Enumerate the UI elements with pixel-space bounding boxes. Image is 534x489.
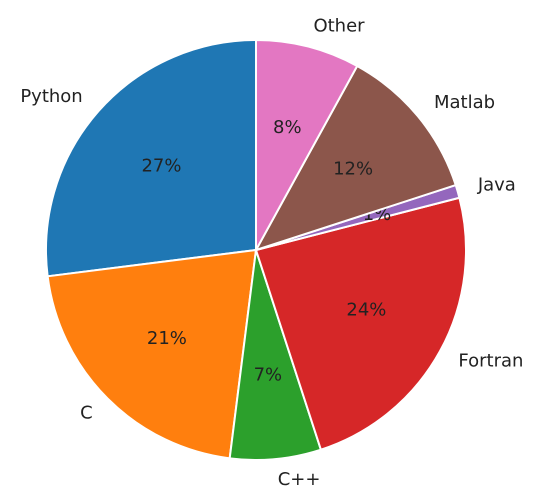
- pie-slice: [45, 39, 257, 278]
- percent-label: 7%: [254, 364, 283, 385]
- slice-label: Other: [313, 15, 365, 36]
- percent-label: 21%: [147, 328, 187, 349]
- slice-label: Fortran: [458, 350, 523, 371]
- percent-label: 24%: [346, 300, 386, 321]
- pie-slice: [255, 196, 467, 451]
- pie-slice: [46, 249, 257, 460]
- pie-slice: [255, 39, 359, 251]
- slice-label: Java: [477, 175, 516, 196]
- slice-label: Python: [20, 86, 82, 107]
- slice-label: C++: [278, 469, 321, 489]
- slice-label: C: [80, 402, 93, 423]
- percent-label: 12%: [333, 159, 373, 180]
- percent-label: 27%: [141, 156, 181, 177]
- slice-label: Matlab: [434, 92, 495, 113]
- percent-label: 8%: [273, 117, 302, 138]
- pie-slice: [255, 64, 457, 251]
